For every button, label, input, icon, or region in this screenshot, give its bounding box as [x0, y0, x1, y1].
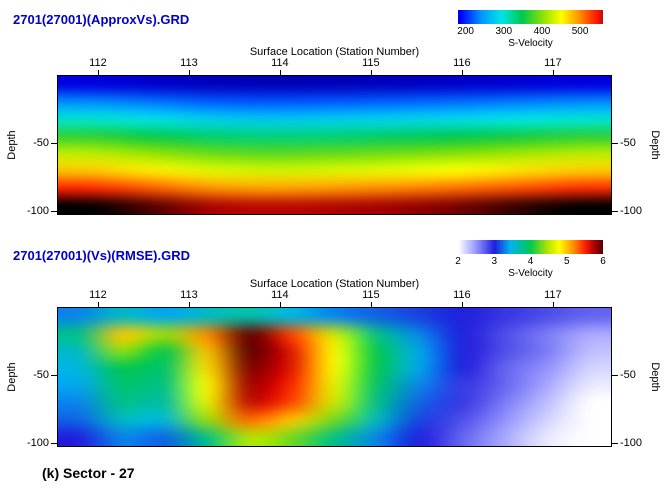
colorbar-tick-label: 5 — [563, 256, 570, 267]
x-tick-mark — [188, 302, 190, 307]
y-tick-mark — [51, 374, 57, 376]
y-tick-mark — [612, 442, 618, 444]
y-tick-mark — [51, 142, 57, 144]
x-tick-mark — [370, 70, 372, 75]
colorbar-tick-label: 300 — [495, 26, 513, 37]
y-tick-label-left: -50 — [33, 368, 49, 381]
velocity-heatmap — [58, 76, 611, 214]
y-tick-label-left: -50 — [33, 136, 49, 149]
x-tick-mark — [461, 302, 463, 307]
x-tick-label: 114 — [271, 57, 289, 69]
colorbar-tick-label: 200 — [457, 26, 474, 37]
x-tick-mark — [97, 302, 99, 307]
x-tick-mark — [279, 302, 281, 307]
x-tick-label: 116 — [453, 57, 471, 69]
sector-caption: (k) Sector - 27 — [42, 465, 135, 481]
plot-area-approxvs — [57, 75, 612, 215]
colorbar-rmse — [458, 240, 603, 254]
grid-title-approxvs: 2701(27001)(ApproxVs).GRD — [13, 12, 190, 27]
colorbar-approxvs — [458, 10, 603, 24]
y-tick-mark — [51, 210, 57, 212]
y-axis-title-right: Depth — [649, 362, 661, 392]
x-axis-title: Surface Location (Station Number) — [249, 46, 420, 58]
y-tick-label-left: -100 — [26, 436, 49, 449]
colorbar-label: S-Velocity — [508, 38, 553, 49]
y-tick-mark — [51, 442, 57, 444]
x-tick-label: 115 — [362, 289, 380, 301]
colorbar-tick-label: 4 — [527, 256, 534, 267]
colorbar-tick-label: 3 — [491, 256, 498, 267]
x-tick-mark — [370, 302, 372, 307]
y-tick-label-right: -50 — [620, 136, 636, 149]
colorbar-tick-label: 6 — [600, 256, 606, 267]
x-tick-label: 117 — [544, 57, 562, 69]
y-tick-mark — [612, 210, 618, 212]
x-tick-mark — [461, 70, 463, 75]
colorbar-tick-label: 500 — [571, 26, 589, 37]
x-tick-label: 114 — [271, 289, 289, 301]
x-tick-mark — [552, 302, 554, 307]
x-tick-label: 117 — [544, 289, 562, 301]
y-tick-label-right: -100 — [620, 436, 643, 449]
x-tick-mark — [188, 70, 190, 75]
colorbar-tick-label: 400 — [533, 26, 551, 37]
y-tick-mark — [612, 374, 618, 376]
x-tick-label: 113 — [180, 289, 198, 301]
y-tick-mark — [612, 142, 618, 144]
y-tick-label-right: -50 — [620, 368, 636, 381]
x-axis-title: Surface Location (Station Number) — [249, 278, 420, 290]
x-tick-mark — [279, 70, 281, 75]
x-tick-mark — [97, 70, 99, 75]
x-tick-label: 112 — [89, 57, 107, 69]
x-tick-mark — [552, 70, 554, 75]
grid-title-rmse: 2701(27001)(Vs)(RMSE).GRD — [13, 248, 191, 263]
x-tick-label: 112 — [89, 289, 107, 301]
colorbar-label: S-Velocity — [508, 268, 553, 279]
plot-area-rmse — [57, 307, 612, 447]
colorbar-tick-label: 2 — [455, 256, 461, 267]
y-tick-label-right: -100 — [620, 204, 643, 217]
y-axis-title-right: Depth — [649, 130, 661, 160]
x-tick-label: 115 — [362, 57, 380, 69]
y-tick-label-left: -100 — [26, 204, 49, 217]
x-tick-label: 116 — [453, 289, 471, 301]
x-tick-label: 113 — [180, 57, 198, 69]
rmse-heatmap — [58, 308, 611, 446]
